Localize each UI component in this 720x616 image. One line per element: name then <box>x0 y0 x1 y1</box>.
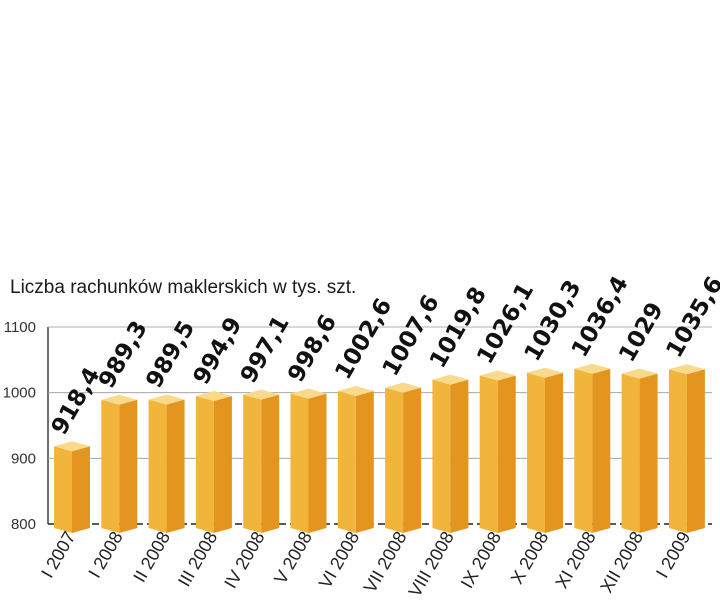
bar-front-face <box>621 373 640 533</box>
bar-front-face <box>432 379 451 533</box>
bar-side-face <box>72 446 90 533</box>
bar-side-face <box>261 394 280 533</box>
y-tick-label: 1100 <box>4 319 36 336</box>
bars <box>54 363 705 533</box>
bar <box>574 363 611 533</box>
bar-top-face <box>101 394 138 405</box>
data-label: 1029 <box>614 298 669 366</box>
bar-front-face <box>527 372 545 533</box>
bar-front-face <box>243 394 262 533</box>
bar-front-face <box>574 368 593 533</box>
bar-front-face <box>290 393 309 533</box>
category-label: I 2009 <box>652 528 694 581</box>
bar-top-face <box>527 367 563 378</box>
bar-top-face <box>385 382 422 393</box>
category-label: XI 2008 <box>551 528 599 592</box>
bar-front-face <box>385 387 404 533</box>
bar-top-face <box>574 363 611 374</box>
bar-top-face <box>290 388 327 399</box>
bar-side-face <box>213 396 232 533</box>
bar-side-face <box>545 372 563 533</box>
bar <box>290 388 327 533</box>
bar-top-face <box>337 385 374 396</box>
bar-front-face <box>148 399 167 533</box>
bar-side-face <box>403 387 422 533</box>
bar-front-face <box>668 369 687 533</box>
category-label: IX 2008 <box>457 528 505 592</box>
y-tick-label: 900 <box>11 450 36 467</box>
data-label: 989,5 <box>141 317 200 393</box>
bar-side-face <box>497 375 516 533</box>
bar <box>385 382 422 533</box>
bar <box>195 391 232 533</box>
bar <box>527 367 563 533</box>
bar-top-face <box>148 394 185 405</box>
data-label: 1035,6 <box>662 272 720 362</box>
bar <box>668 364 705 533</box>
bar <box>243 389 280 533</box>
bar-front-face <box>337 390 356 533</box>
category-label: IV 2008 <box>220 528 268 592</box>
data-labels: 918,4989,3989,5994,9997,1998,61002,61007… <box>47 272 720 439</box>
bar-top-face <box>195 391 232 402</box>
bar-top-face <box>432 374 469 385</box>
bar <box>148 394 185 533</box>
chart-title: Liczba rachunków maklerskich w tys. szt. <box>10 277 357 298</box>
bar-front-face <box>479 375 498 533</box>
bar <box>54 441 90 533</box>
category-label: V 2008 <box>270 528 316 587</box>
bar-side-face <box>592 368 611 533</box>
bar-top-face <box>621 368 658 379</box>
bar-top-face <box>243 389 280 400</box>
bar-top-face <box>668 364 705 375</box>
bar-side-face <box>119 399 138 533</box>
bar-side-face <box>639 373 658 533</box>
bar <box>337 385 374 533</box>
category-label: VII 2008 <box>360 528 411 596</box>
category-label: VIII 2008 <box>405 528 458 600</box>
bar-front-face <box>195 396 214 533</box>
bar-front-face <box>101 399 120 533</box>
bar-side-face <box>686 369 705 533</box>
category-label: I 2007 <box>37 528 79 581</box>
bar <box>432 374 469 533</box>
bar-front-face <box>54 446 72 533</box>
bar <box>479 370 516 533</box>
bar-top-face <box>54 441 90 452</box>
data-label: 998,6 <box>283 311 342 387</box>
bar-top-face <box>479 370 516 381</box>
bar-side-face <box>308 393 327 533</box>
data-label: 994,9 <box>189 313 248 389</box>
category-label: X 2008 <box>507 528 553 587</box>
category-label: I 2008 <box>84 528 126 581</box>
category-label: II 2008 <box>129 528 174 586</box>
bar-side-face <box>166 399 185 533</box>
y-tick-label: 1000 <box>3 385 36 402</box>
bar-side-face <box>450 379 469 533</box>
category-label: XII 2008 <box>596 528 647 596</box>
bar <box>101 394 138 533</box>
category-label: III 2008 <box>174 528 221 590</box>
bar <box>621 368 658 533</box>
y-tick-label: 800 <box>11 516 36 533</box>
bar-side-face <box>355 390 374 533</box>
category-label: VI 2008 <box>315 528 363 592</box>
